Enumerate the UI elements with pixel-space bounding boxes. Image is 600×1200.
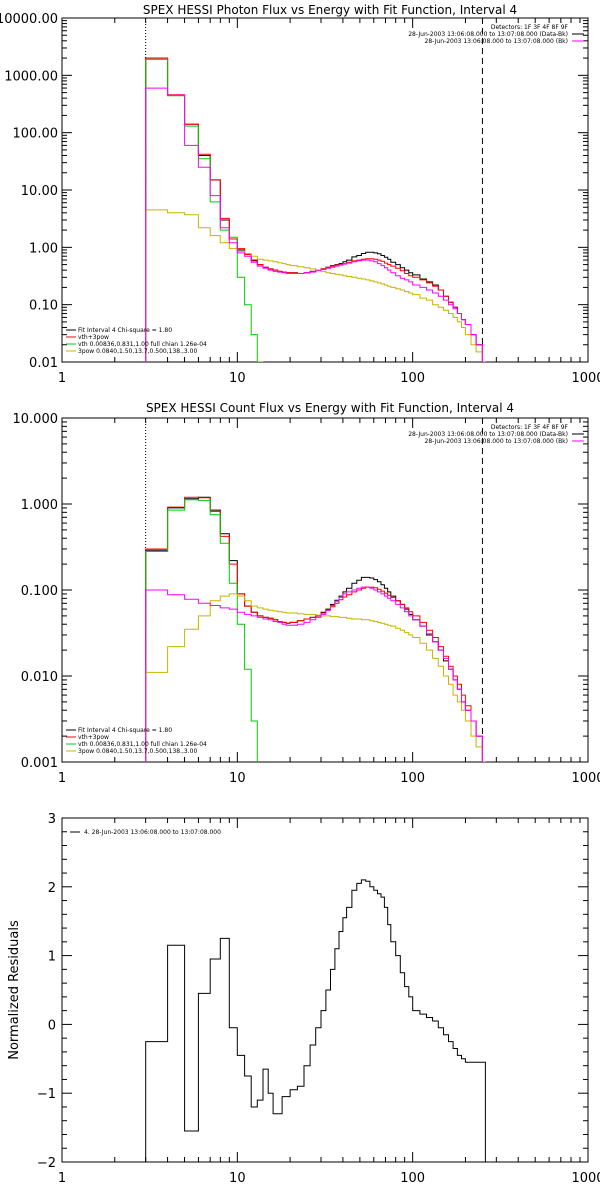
y-tick-label: 10.00 <box>21 184 58 199</box>
y-tick-label: 10000.00 <box>0 12 58 27</box>
series-vth <box>145 499 258 762</box>
plot-frame <box>61 17 589 363</box>
series-vth-3pow <box>145 496 486 762</box>
x-tick-label: 10 <box>229 371 246 386</box>
x-tick-label: 100 <box>400 1171 425 1186</box>
y-tick-label: 3 <box>48 812 56 827</box>
y-tick-label: 1000.00 <box>4 69 58 84</box>
fit-legend-line: vth 0.00836,0.831,1.00 full chian 1.26e-… <box>78 341 207 348</box>
x-tick-label: 100 <box>400 771 425 786</box>
series-3pow <box>145 209 486 362</box>
chart-3-y-axis-label: Normalized Residuals <box>7 920 22 1060</box>
y-tick-label: 0.001 <box>21 756 58 771</box>
plots: 11010010000.010.101.0010.00100.001000.00… <box>0 12 600 1186</box>
y-tick-label: 1 <box>48 950 56 965</box>
series-group <box>145 879 486 1162</box>
info-line: 28-Jun-2003 13:06:08.000 to 13:07:08.000… <box>408 31 568 38</box>
fit-legend-line: Fit Interval 4 Chi-square = 1.80 <box>78 727 172 734</box>
fit-legend-line: Fit Interval 4 Chi-square = 1.80 <box>78 327 172 334</box>
x-tick-label: 1 <box>58 1171 66 1186</box>
fit-legend-line: vth 0.00836,0.831,1.00 full chian 1.26e-… <box>78 741 207 748</box>
y-tick-label: 10.000 <box>13 412 59 427</box>
fit-legend-line: 3pow 0.0840,1.50,13.7,0.500,138.,3.00 <box>78 748 197 755</box>
x-tick-label: 1 <box>58 771 66 786</box>
info-line: 28-Jun-2003 13:06:08.000 to 13:07:08.000… <box>408 431 568 438</box>
series-group <box>145 496 486 762</box>
x-tick-label: 1000 <box>571 771 600 786</box>
series-residuals <box>145 879 486 1162</box>
y-tick-label: 1.000 <box>21 498 58 513</box>
x-tick-label: 1 <box>58 371 66 386</box>
series-vth <box>145 58 264 362</box>
chart-3: 1 10 100 1000 −2 −1 0 1 2 3 4. 28-Jun-2003 13:06:0… <box>37 812 600 1186</box>
y-tick-label: 2 <box>48 881 56 896</box>
info-line: 28-Jun-2003 13:06:08.000 to 13:07:08.000… <box>425 438 568 445</box>
series-group <box>145 57 486 362</box>
x-tick-label: 10 <box>229 771 246 786</box>
series-bk <box>145 87 486 362</box>
chart-2-title: SPEX HESSI Count Flux vs Energy with Fit… <box>146 401 514 415</box>
y-tick-label: 0.01 <box>29 356 58 371</box>
chart-1: 1 10 100 1000 0.01 0.10 1.00 10.00 100.00 1000.00… <box>0 12 600 386</box>
fit-legend-line: 3pow 0.0840,1.50,13.7,0.500,138.,3.00 <box>78 348 197 355</box>
y-tick-label: 0 <box>48 1018 56 1033</box>
chart-2: 1 10 100 1000 0.001 0.010 0.100 1.000 10.000 Dete… <box>13 412 600 786</box>
fit-legend-line: vth+3pow <box>78 334 109 341</box>
plot-frame <box>61 417 589 763</box>
x-tick-label: 1000 <box>571 1171 600 1186</box>
y-tick-label: 0.010 <box>21 670 58 685</box>
series-data-bk <box>145 57 486 362</box>
chart-1-title: SPEX HESSI Photon Flux vs Energy with Fi… <box>143 3 517 17</box>
y-tick-label: −1 <box>37 1087 56 1102</box>
fit-legend-line: vth+3pow <box>78 734 109 741</box>
y-tick-label: 1.00 <box>29 241 58 256</box>
y-tick-label: 0.100 <box>21 584 58 599</box>
x-tick-label: 1000 <box>571 371 600 386</box>
series-vth-3pow <box>145 57 486 362</box>
residual-legend-label: 4. 28-Jun-2003 13:06:08.000 to 13:07:08.… <box>84 829 221 836</box>
info-line: Detectors: 1F 3F 4F 8F 9F <box>491 24 569 31</box>
series-data-bk <box>145 496 486 762</box>
series-bk <box>145 586 486 762</box>
info-line: Detectors: 1F 3F 4F 8F 9F <box>491 424 569 431</box>
plot-frame <box>61 817 589 1163</box>
series-3pow <box>145 593 486 762</box>
y-tick-label: 0.10 <box>29 299 58 314</box>
x-tick-label: 100 <box>400 371 425 386</box>
info-line: 28-Jun-2003 13:06:08.000 to 13:07:08.000… <box>425 38 568 45</box>
y-tick-label: −2 <box>37 1156 56 1171</box>
y-tick-label: 100.00 <box>13 127 59 142</box>
x-tick-label: 10 <box>229 1171 246 1186</box>
